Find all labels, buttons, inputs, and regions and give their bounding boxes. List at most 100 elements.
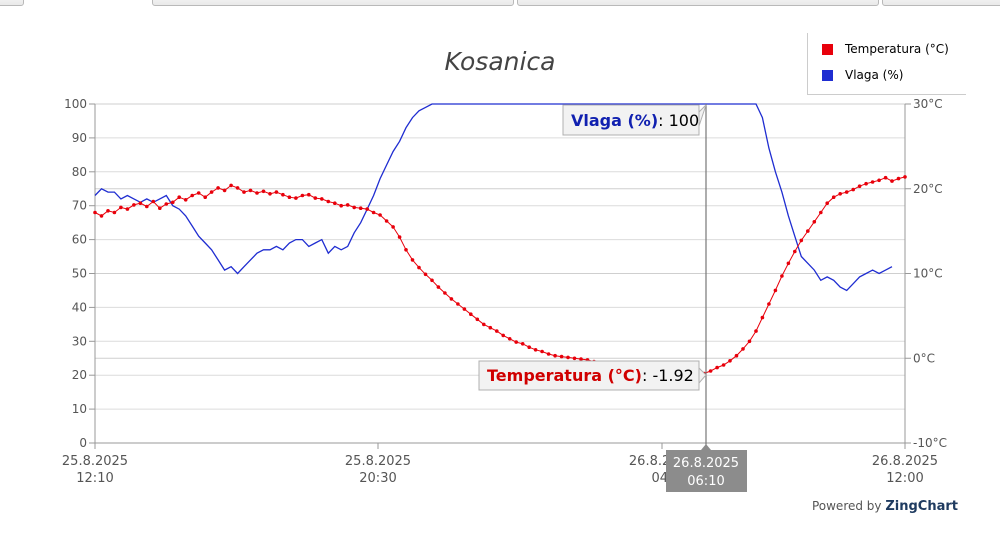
temperature-point [870,180,875,184]
legend-item-temperature[interactable]: Temperatura (°C) [822,40,949,58]
y-right-tick-label: -10°C [913,436,947,450]
temperature-point [469,312,473,317]
temperature-point [242,190,246,194]
temperature-point [780,274,784,278]
tooltip-temperature-value: -1.92 [652,366,693,385]
powered-by[interactable]: Powered by ZingChart [812,499,958,514]
temperature-point [222,188,227,193]
y-left-tick-label: 10 [72,402,87,416]
temperature-point [715,365,719,370]
temperature-point [404,248,408,252]
temperature-point [255,191,259,195]
temperature-point [819,210,823,215]
temperature-point [799,238,804,243]
temperature-point [741,347,745,351]
crosshair-x-label-date: 26.8.2025 [673,456,739,471]
temperature-point [436,285,441,289]
y-right-tick-label: 10°C [913,267,943,281]
temperature-point [812,220,817,224]
temperature-point [747,339,752,344]
temperature-point [786,261,791,266]
temperature-point [313,196,318,200]
temperature-point [106,209,110,213]
temperature-point [261,189,266,194]
temperature-point [546,352,551,356]
top-tab-2[interactable] [152,0,514,6]
temperature-point [883,175,888,180]
temperature-point [553,353,557,358]
temperature-point [760,315,765,320]
legend-swatch-temperature [822,43,833,55]
temperature-point [378,213,382,217]
temperature-point [183,198,188,202]
temperature-point [384,219,389,223]
temperature-point [164,202,169,206]
temperature-point [449,297,454,301]
temperature-point [721,363,726,367]
temperature-point [806,229,810,233]
y-left-tick-label: 60 [72,233,87,247]
temperature-point [488,325,493,330]
crosshair-x-label-pointer [701,444,711,450]
temperature-point [417,265,421,270]
tooltip-humidity-text: Vlaga (%): 100 [571,111,699,130]
temperature-point [831,195,836,199]
temperature-point [877,178,881,183]
temperature-point [430,278,434,283]
temperature-point [268,192,272,196]
chart-title: Kosanica [445,47,556,76]
temperature-point [294,196,298,200]
temperature-point [507,337,512,341]
temperature-point [333,201,337,205]
temperature-point [203,195,207,199]
temperature-point [896,176,901,181]
top-tab-3[interactable] [517,0,879,6]
crosshair-overlay: 26.8.2025 06:10 Vlaga (%): 100 Temperatura … [478,104,747,492]
temperature-point [572,356,577,361]
temperature-point [196,191,201,195]
temperature-point [358,206,363,210]
tooltip-temperature-series: Temperatura (°C) [487,366,642,385]
temperature-point [112,210,117,215]
y-left-tick-label: 90 [72,131,87,145]
temperature-point [514,340,518,344]
tooltip-temperature-pointer [698,366,707,385]
x-tick-label: 20:30 [359,471,396,486]
temperature-point [397,235,402,239]
y-left-tick-label: 20 [72,368,87,382]
temperature-point [579,357,583,361]
legend-item-humidity[interactable]: Vlaga (%) [822,66,903,84]
tooltip-temperature-text: Temperatura (°C): -1.92 [487,366,694,385]
temperature-point [132,203,136,207]
temperature-point [365,207,370,211]
temperature-point [864,181,868,186]
x-tick-label: 12:10 [76,471,113,486]
temperature-point [533,348,538,352]
x-tick-label: 25.8.2025 [62,454,128,469]
temperature-point [767,302,771,306]
temperature-point [158,206,162,210]
y-right-tick-label: 0°C [913,351,935,365]
temperature-point [171,200,175,205]
y-left-tick-label: 0 [79,436,87,450]
top-tab-1[interactable] [0,0,24,6]
legend: Temperatura (°C) Vlaga (%) [807,33,966,95]
axes: 0 10 20 30 40 50 60 70 80 90 100 -10°C 0°C 10°C 20°C 30… [62,97,947,486]
x-tick-label: 25.8.2025 [345,454,411,469]
tooltip-humidity-value: 100 [669,111,700,130]
temperature-point [851,187,855,192]
temperature-point [138,201,143,205]
temperature-point [216,186,220,190]
temperature-point [320,197,324,201]
temperature-point [371,210,376,215]
temperature-point [190,193,194,198]
temperature-point [527,345,531,350]
temperature-point [540,349,544,354]
tooltip-humidity-series: Vlaga (%) [571,111,658,130]
top-tab-4[interactable] [882,0,1000,6]
temperature-point [520,342,525,346]
temperature-point [125,207,130,211]
temperature-point [475,317,480,322]
temperature-point [281,192,285,197]
